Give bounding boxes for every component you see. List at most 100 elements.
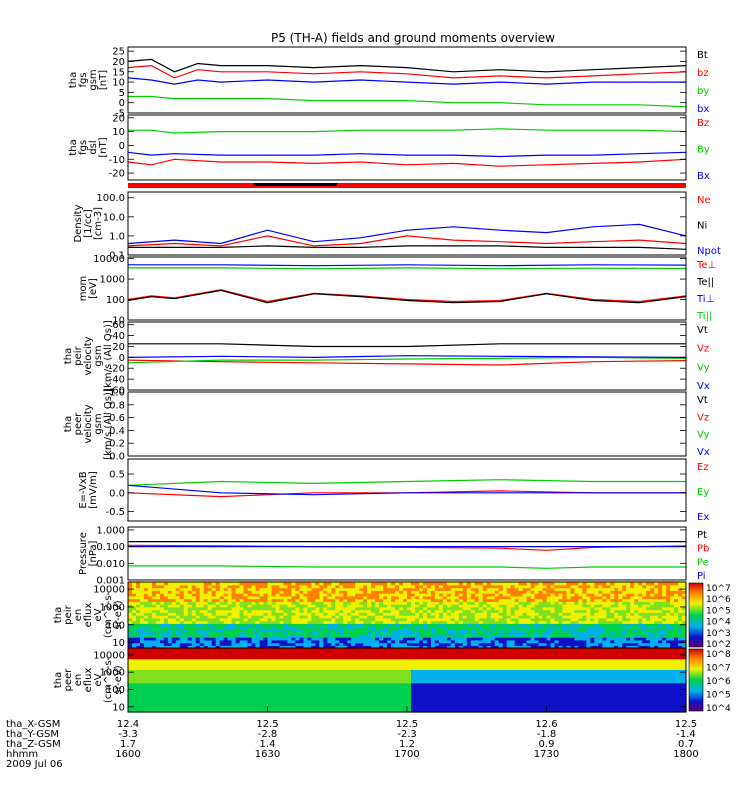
spectrogram-cell	[351, 688, 356, 692]
spectrogram-cell	[327, 609, 332, 613]
spectrogram-cell	[586, 584, 591, 589]
spectrogram-cell	[482, 698, 488, 702]
spectrogram-cell	[626, 706, 631, 710]
spectrogram-cell	[136, 595, 141, 600]
spectrogram-cell	[223, 690, 229, 694]
spectrogram-cell	[263, 593, 269, 597]
spectrogram-cell	[446, 628, 452, 633]
spectrogram-cell	[490, 595, 496, 600]
spectrogram-cell	[514, 601, 520, 605]
spectrogram-cell	[442, 617, 448, 622]
spectrogram-cell	[255, 709, 261, 713]
spectrogram-cell	[578, 637, 583, 641]
spectrogram-cell	[379, 688, 384, 692]
spectrogram-cell	[430, 615, 436, 619]
spectrogram-cell	[510, 623, 516, 627]
spectrogram-cell	[546, 593, 552, 597]
spectrogram-cell	[538, 634, 544, 638]
spectrogram-cell	[646, 688, 651, 692]
spectrogram-cell	[143, 696, 149, 700]
spectrogram-cell	[442, 693, 448, 697]
spectrogram-cell	[506, 595, 512, 600]
spectrogram-cell	[574, 690, 579, 694]
spectrogram-cell	[494, 609, 500, 613]
spectrogram-cell	[207, 709, 213, 713]
y-tick-label: 60	[112, 320, 125, 331]
spectrogram-cell	[255, 704, 261, 708]
spectrogram-cell	[223, 634, 229, 638]
y-axis-label-line: Density	[73, 204, 84, 242]
spectrogram-cell	[526, 615, 532, 619]
spectrogram-cell	[191, 598, 197, 602]
spectrogram-cell	[143, 606, 149, 611]
spectrogram-cell	[175, 620, 181, 624]
spectrogram-cell	[283, 698, 288, 702]
spectrogram-cell	[618, 690, 623, 694]
spectrogram-cell	[634, 626, 639, 630]
spectrogram-cell	[151, 593, 157, 597]
spectrogram-cell	[594, 623, 599, 627]
spectrogram-cell	[155, 696, 161, 700]
spectrogram-cell	[235, 582, 241, 586]
spectrogram-cell	[466, 628, 472, 633]
spectrogram-cell	[167, 587, 173, 591]
spectrogram-cell	[570, 709, 575, 713]
spectrogram-cell	[195, 601, 201, 605]
spectrogram-cell	[586, 615, 591, 619]
spectrogram-cell	[578, 704, 583, 708]
spectrogram-cell	[128, 620, 133, 624]
spectrogram-cell	[391, 584, 396, 589]
spectrogram-cell	[490, 693, 496, 697]
y-axis-label-line: tha	[63, 416, 74, 432]
legend-entry: Npot	[697, 246, 721, 257]
spectrogram-cell	[323, 690, 328, 694]
spectrogram-cell	[626, 612, 631, 616]
panel-frame	[127, 256, 687, 321]
spectrogram-cell	[554, 685, 560, 689]
spectrogram-cell	[411, 587, 416, 591]
spectrogram-cell	[395, 601, 400, 605]
spectrogram-cell	[622, 698, 627, 702]
spectrogram-cell	[566, 609, 571, 613]
spectrogram-cell	[263, 628, 269, 633]
spectrogram-cell	[132, 587, 137, 591]
spectrogram-cell	[371, 709, 376, 713]
spectrogram-cell	[434, 634, 440, 638]
spectrogram-cell	[454, 615, 460, 619]
spectrogram-cell	[614, 626, 619, 630]
spectrogram-cell	[403, 639, 408, 644]
spectrogram-cell	[411, 604, 416, 608]
spectrogram-cell	[458, 582, 464, 586]
spectrogram-cell	[163, 688, 169, 692]
spectrogram-cell	[263, 623, 269, 627]
spectrogram-cell	[147, 637, 153, 641]
spectrogram-cell	[566, 631, 571, 635]
spectrogram-cell	[343, 645, 348, 649]
spectrogram-cell	[582, 615, 587, 619]
spectrogram-cell	[562, 620, 567, 624]
spectrogram-cell	[163, 609, 169, 613]
spectrogram-cell	[199, 617, 205, 622]
spectrogram-cell	[255, 609, 261, 613]
spectrogram-cell	[235, 623, 241, 627]
spectrogram-cell	[419, 701, 424, 705]
spectrogram-cell	[223, 639, 229, 644]
spectrogram-cell	[227, 615, 233, 619]
spectrogram-cell	[578, 639, 583, 644]
spectrogram-cell	[343, 709, 348, 713]
spectrogram-cell	[259, 631, 265, 635]
spectrogram-cell	[682, 709, 687, 713]
spectrogram-cell	[207, 631, 213, 635]
spectrogram-cell	[630, 623, 635, 627]
spectrogram-cell	[267, 584, 273, 589]
spectrogram-cell	[347, 634, 352, 638]
spectrogram-cell	[311, 628, 316, 633]
spectrogram-cell	[299, 690, 304, 694]
spectrogram-cell	[426, 612, 432, 616]
spectrogram-cell	[630, 709, 635, 713]
spectrogram-cell	[526, 696, 532, 700]
spectrogram-cell	[339, 582, 344, 586]
spectrogram-cell	[295, 690, 300, 694]
spectrogram-cell	[415, 634, 420, 638]
spectrogram-cell	[598, 582, 603, 586]
